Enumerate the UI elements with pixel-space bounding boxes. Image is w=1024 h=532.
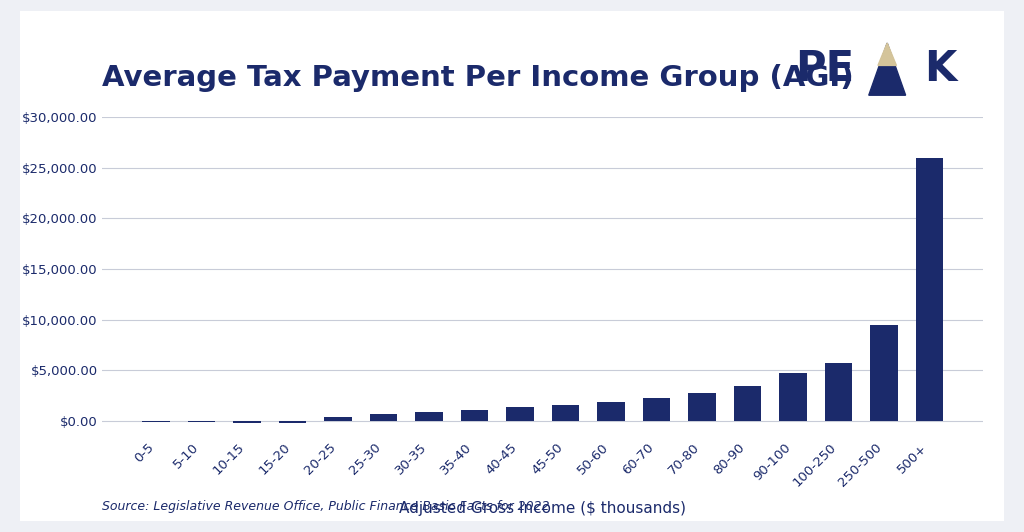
Bar [688, 393, 716, 421]
Bar [552, 405, 580, 421]
Text: Source: Legislative Revenue Office, Public Finance Basic Facts for 2022: Source: Legislative Revenue Office, Publ… [102, 501, 550, 513]
Bar [870, 325, 897, 421]
Bar [734, 386, 761, 421]
Bar [597, 402, 625, 421]
Bar [325, 418, 351, 421]
Bar [915, 157, 943, 421]
Text: Average Tax Payment Per Income Group (AGI): Average Tax Payment Per Income Group (AG… [102, 64, 854, 92]
Polygon shape [878, 43, 896, 65]
Bar [370, 414, 397, 421]
Bar [506, 408, 534, 421]
Bar [824, 363, 852, 421]
Bar [461, 410, 488, 421]
X-axis label: Adjusted Gross Income ($ thousands): Adjusted Gross Income ($ thousands) [399, 501, 686, 516]
Bar [779, 373, 807, 421]
Bar [188, 421, 215, 422]
Text: K: K [924, 48, 956, 90]
Bar [643, 398, 670, 421]
Polygon shape [868, 43, 905, 95]
Text: PE: PE [795, 48, 854, 90]
Bar [279, 421, 306, 423]
Bar [416, 412, 442, 421]
Bar [233, 421, 261, 423]
